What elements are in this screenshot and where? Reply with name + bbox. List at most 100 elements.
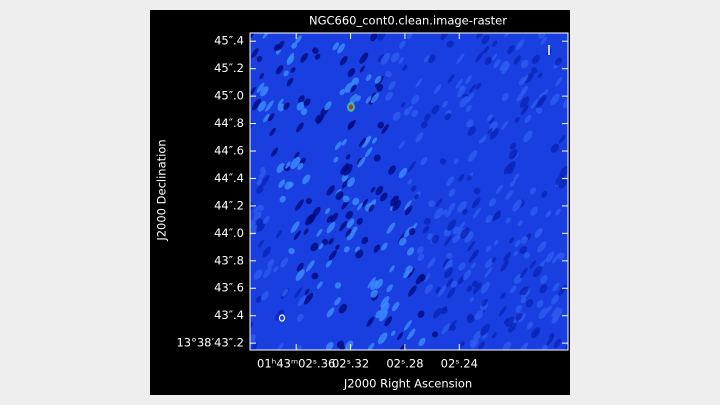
raster-blob	[434, 207, 444, 220]
raster-blob	[505, 217, 511, 224]
raster-blob	[325, 207, 331, 215]
raster-blob	[424, 273, 431, 282]
raster-blob	[521, 286, 529, 296]
raster-blob	[542, 344, 548, 350]
raster-blob	[370, 186, 376, 193]
raster-blob	[267, 259, 275, 268]
raster-blob	[303, 228, 309, 235]
x-tick-label: 02ˢ.24	[441, 357, 478, 371]
raster-blob	[285, 161, 291, 169]
raster-blob	[459, 96, 469, 108]
raster-blob	[334, 297, 341, 306]
raster-blob	[439, 158, 447, 165]
raster-blob	[493, 239, 499, 246]
raster-blob	[404, 205, 413, 216]
raster-blob	[396, 332, 404, 341]
raster-blob	[312, 47, 319, 54]
raster-blob	[518, 313, 526, 323]
raster-blob	[398, 57, 404, 64]
raster-blob	[404, 199, 412, 211]
raster-blob	[374, 75, 382, 84]
raster-blob	[558, 284, 568, 296]
raster-blob	[343, 246, 350, 253]
raster-blob	[364, 147, 373, 158]
raster-blob	[256, 55, 263, 62]
raster-blob	[388, 165, 396, 175]
raster-blob	[361, 198, 368, 208]
raster-blob	[523, 252, 530, 259]
raster-blob	[462, 208, 468, 215]
raster-blob	[498, 305, 507, 317]
raster-blob	[555, 174, 564, 186]
raster-blob	[507, 322, 517, 333]
raster-blob	[316, 228, 323, 237]
raster-blob	[446, 252, 453, 260]
raster-blob	[347, 68, 356, 77]
raster-blob	[366, 316, 375, 327]
raster-blob	[280, 257, 289, 268]
y-tick-label: 44″.8	[214, 116, 244, 130]
raster-blob	[283, 70, 289, 77]
raster-blob	[519, 342, 528, 350]
raster-blob	[365, 96, 372, 104]
raster-blob	[491, 53, 498, 61]
raster-blob	[389, 265, 395, 273]
raster-blob	[431, 104, 440, 115]
raster-blob	[277, 98, 284, 107]
raster-blob	[492, 210, 501, 222]
raster-blob	[554, 57, 563, 66]
raster-blob	[346, 218, 355, 229]
raster-blob	[509, 142, 517, 150]
raster-blob	[376, 84, 384, 92]
raster-blob	[485, 214, 493, 223]
raster-blob	[271, 147, 279, 157]
raster-blob	[446, 176, 455, 187]
raster-blob	[471, 262, 476, 269]
raster-blob	[305, 197, 312, 205]
raster-blob	[550, 143, 559, 153]
raster-blob	[407, 268, 415, 279]
raster-blob	[428, 54, 436, 63]
raster-blob	[256, 221, 266, 233]
raster-blob	[399, 40, 406, 49]
raster-blob	[444, 112, 452, 121]
raster-blob	[341, 173, 349, 182]
raster-blob	[533, 328, 541, 338]
raster-blob	[537, 72, 543, 79]
raster-blob	[501, 92, 509, 102]
raster-blob	[275, 48, 281, 55]
raster-blob	[480, 323, 490, 336]
raster-blob	[503, 163, 513, 175]
raster-blob	[427, 257, 436, 269]
raster-blob	[557, 252, 565, 260]
raster-blob	[471, 197, 481, 209]
raster-blob	[300, 52, 309, 63]
raster-blob	[268, 113, 275, 122]
raster-blob	[406, 33, 413, 39]
raster-blob	[519, 245, 527, 254]
raster-blob	[392, 111, 401, 121]
raster-blob	[447, 287, 456, 299]
raster-blob	[361, 136, 371, 148]
raster-blob	[428, 200, 435, 207]
raster-blob	[540, 275, 548, 284]
raster-blob	[377, 54, 385, 63]
raster-blob	[500, 292, 506, 300]
raster-blob	[250, 334, 257, 345]
y-tick-label: 43″.8	[214, 253, 244, 267]
raster-blob	[336, 340, 344, 349]
raster-blob	[420, 121, 428, 129]
raster-blob	[417, 310, 425, 318]
raster-blob	[466, 92, 475, 103]
raster-blob	[377, 332, 388, 345]
raster-blob	[478, 341, 486, 350]
raster-blob	[513, 173, 520, 181]
raster-blob	[303, 98, 311, 107]
raster-blob	[250, 343, 258, 350]
raster-blob	[295, 344, 302, 350]
raster-blob	[265, 100, 274, 112]
raster-blob	[344, 340, 354, 350]
raster-blob	[291, 42, 298, 49]
raster-blob	[380, 52, 391, 65]
raster-blob	[403, 107, 410, 115]
